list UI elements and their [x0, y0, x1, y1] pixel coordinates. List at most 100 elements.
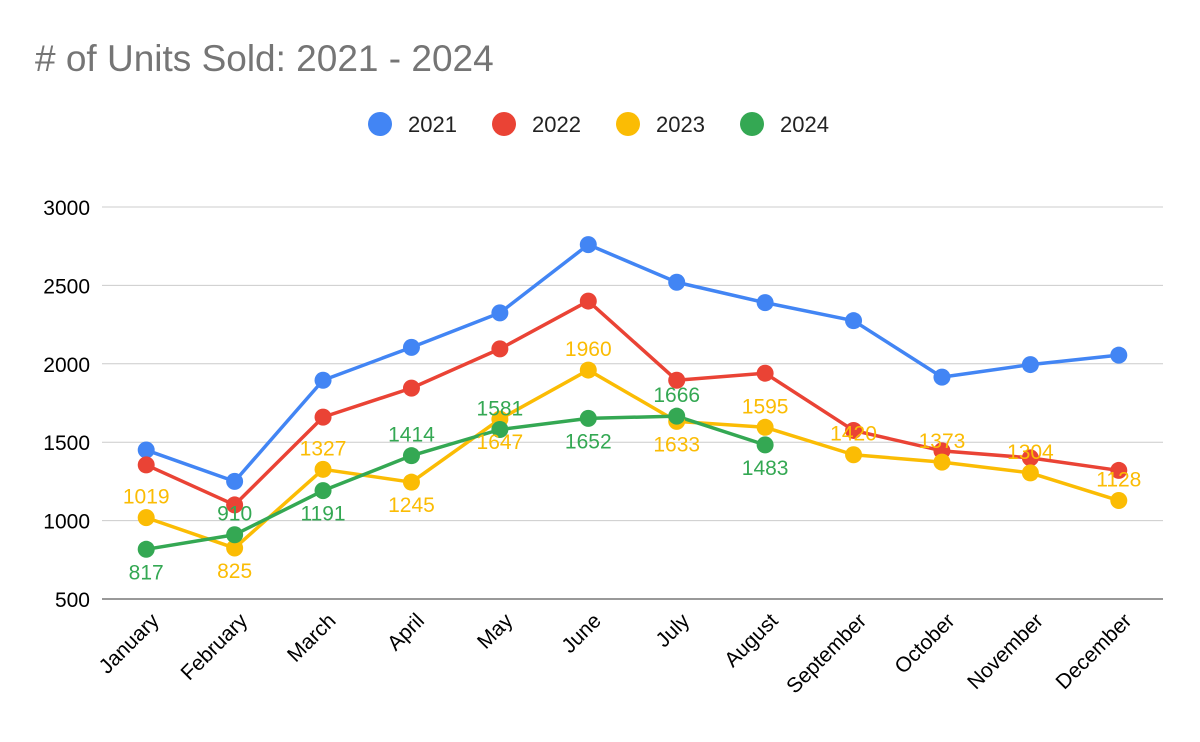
data-point-2021 [933, 368, 951, 386]
data-label-2024: 910 [217, 503, 252, 526]
data-point-2021 [137, 441, 155, 459]
data-point-2022 [579, 292, 597, 310]
data-label-2024: 1191 [300, 503, 345, 526]
data-label-2023: 1327 [300, 437, 347, 460]
data-point-2023 [226, 539, 244, 557]
data-point-2023 [933, 453, 951, 471]
y-tick-label: 3000 [43, 197, 90, 220]
chart-title: # of Units Sold: 2021 - 2024 [35, 38, 494, 79]
data-label-2023: 1128 [1096, 469, 1141, 492]
data-point-2021 [845, 312, 863, 330]
y-tick-label: 1000 [43, 511, 90, 534]
data-point-2024 [402, 447, 420, 465]
data-point-2023 [1110, 492, 1128, 510]
data-point-2021 [1110, 346, 1128, 364]
x-tick-label: December [1052, 609, 1137, 694]
series-line-2023 [145, 368, 1120, 550]
data-point-2022 [845, 421, 863, 439]
y-tick-label: 2500 [43, 275, 90, 298]
data-label-2023: 1373 [919, 430, 966, 453]
data-point-2024 [756, 436, 774, 454]
data-point-2024 [314, 482, 332, 500]
data-point-2021 [314, 371, 332, 389]
data-point-2021 [756, 294, 774, 312]
data-point-2022 [314, 408, 332, 426]
x-tick-label: September [782, 609, 871, 698]
data-point-2022 [402, 379, 420, 397]
legend-label-2021: 2021 [408, 112, 457, 137]
y-tick-label: 1500 [43, 432, 90, 455]
y-tick-label: 2000 [43, 354, 90, 377]
data-label-2023: 1633 [653, 433, 700, 456]
data-point-2023 [579, 361, 597, 379]
x-tick-label: October [890, 609, 959, 678]
series-line-2024 [145, 414, 766, 552]
data-label-2024: 1666 [653, 384, 700, 407]
data-point-2023 [1021, 464, 1039, 482]
series-line-2021 [145, 242, 1119, 484]
data-label-2023: 1245 [388, 494, 435, 517]
data-label-2023: 1960 [565, 338, 612, 361]
legend: 2021 2022 2023 2024 [368, 112, 829, 137]
x-tick-label: January [95, 609, 164, 678]
gridlines [102, 206, 1163, 600]
data-point-2022 [1110, 461, 1128, 479]
legend-marker-2024 [740, 112, 764, 136]
data-labels: 1019 825 1327 1245 1647 1960 1633 1595 1420 1373 1… [123, 338, 1142, 584]
data-label-2024: 1652 [565, 430, 612, 453]
data-point-2023 [137, 509, 155, 527]
legend-marker-2021 [368, 112, 392, 136]
x-tick-label: August [720, 609, 783, 672]
data-label-2024: 1414 [388, 424, 435, 447]
x-tick-label: April [383, 609, 429, 655]
series-line-2022 [145, 299, 1120, 507]
x-tick-label: June [557, 609, 605, 657]
data-label-2024: 1483 [742, 457, 789, 480]
data-point-2021 [579, 236, 597, 254]
x-tick-label: November [963, 609, 1048, 694]
data-point-2024 [668, 407, 686, 425]
data-point-2021 [1021, 356, 1039, 374]
data-point-2021 [226, 472, 244, 490]
x-tick-label: February [176, 609, 252, 685]
data-point-2023 [756, 418, 774, 436]
y-tick-label: 500 [55, 589, 90, 612]
y-axis-ticks: 500 1000 1500 2000 2500 3000 [43, 197, 90, 612]
data-label-2023: 1304 [1007, 441, 1054, 464]
legend-marker-2022 [492, 112, 516, 136]
legend-label-2024: 2024 [780, 112, 829, 137]
x-axis-ticks: January February March April May June July Augu… [95, 609, 1137, 698]
data-label-2023: 1420 [830, 423, 877, 446]
data-point-2024 [491, 420, 509, 438]
data-point-2024 [137, 540, 155, 558]
data-point-2022 [137, 456, 155, 474]
series-lines [145, 242, 1120, 552]
data-point-2023 [314, 460, 332, 478]
data-label-2024: 817 [129, 561, 164, 584]
data-label-2023: 1595 [742, 395, 789, 418]
data-point-2024 [579, 409, 597, 427]
data-point-2022 [668, 371, 686, 389]
data-point-2022 [491, 340, 509, 358]
data-point-2023 [402, 473, 420, 491]
x-tick-label: March [283, 609, 341, 667]
data-point-2022 [1021, 449, 1039, 467]
data-point-2024 [226, 526, 244, 544]
data-label-2023: 825 [217, 560, 252, 583]
data-point-2021 [668, 273, 686, 291]
x-tick-label: May [473, 609, 518, 654]
data-point-2023 [845, 446, 863, 464]
data-point-2022 [226, 496, 244, 514]
legend-marker-2023 [616, 112, 640, 136]
data-label-2023: 1019 [123, 486, 170, 509]
data-point-2022 [756, 364, 774, 382]
data-label-2024: 1581 [477, 397, 524, 420]
legend-label-2023: 2023 [656, 112, 705, 137]
data-point-2021 [491, 304, 509, 322]
legend-label-2022: 2022 [532, 112, 581, 137]
data-label-2023: 1647 [477, 431, 524, 454]
x-tick-label: July [652, 609, 695, 652]
series-points [137, 236, 1128, 558]
